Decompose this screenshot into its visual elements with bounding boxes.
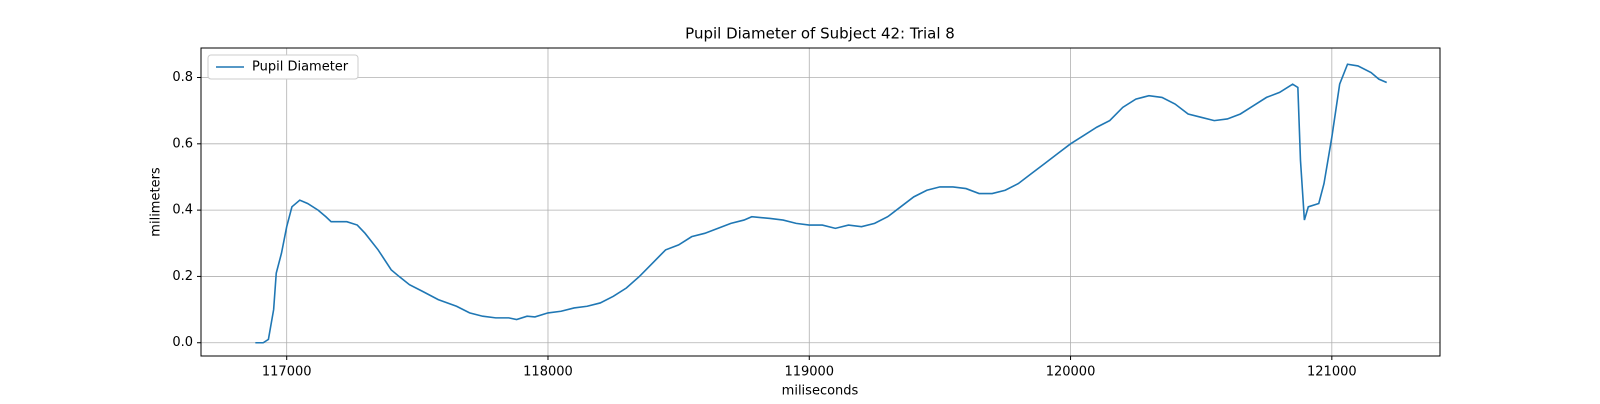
x-tick-label: 118000 (523, 365, 573, 380)
chart-title: Pupil Diameter of Subject 42: Trial 8 (685, 25, 955, 43)
x-tick-label: 120000 (1046, 365, 1096, 380)
legend-label: Pupil Diameter (252, 60, 349, 75)
x-tick-label: 117000 (262, 365, 312, 380)
x-axis-label: miliseconds (782, 384, 859, 399)
x-tick-label: 119000 (784, 365, 834, 380)
data-line (255, 63, 1388, 344)
x-tick-label: 121000 (1307, 365, 1357, 380)
y-tick-label: 0.0 (172, 335, 193, 350)
y-axis-label: milimeters (149, 167, 164, 237)
y-tick-label: 0.8 (172, 70, 193, 85)
y-tick-label: 0.2 (172, 269, 193, 284)
y-tick-label: 0.4 (172, 203, 193, 218)
y-tick-label: 0.6 (172, 136, 193, 151)
legend-box (207, 54, 359, 80)
axes-frame (200, 47, 1441, 357)
